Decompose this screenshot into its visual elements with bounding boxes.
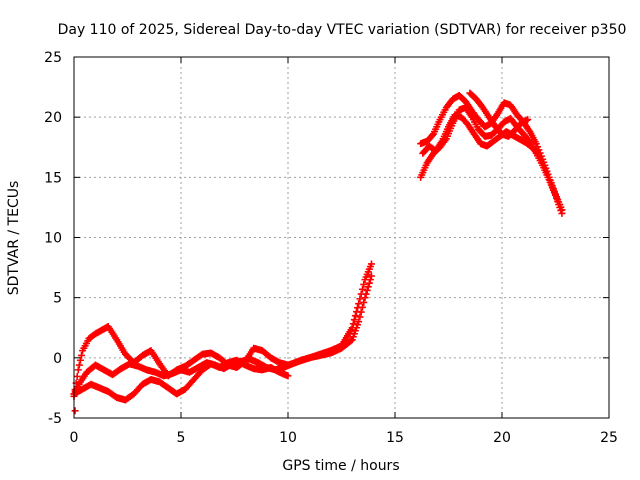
data-series xyxy=(70,89,566,415)
data-point xyxy=(355,318,363,326)
data-point xyxy=(367,260,375,268)
data-point xyxy=(356,313,364,321)
data-point xyxy=(355,300,363,308)
y-tick-label: -5 xyxy=(48,411,62,427)
series-track-a xyxy=(70,260,375,400)
data-point xyxy=(351,312,359,320)
data-point xyxy=(362,290,370,298)
series-track-c xyxy=(70,356,292,404)
x-tick-label: 10 xyxy=(279,430,297,446)
data-point xyxy=(347,337,355,345)
x-tick-label: 15 xyxy=(386,430,404,446)
data-point xyxy=(357,308,365,316)
data-point xyxy=(534,149,542,157)
series-track-g xyxy=(466,89,532,140)
data-point xyxy=(361,294,369,302)
data-point xyxy=(284,372,292,380)
data-point xyxy=(75,361,83,369)
data-point xyxy=(524,116,532,124)
series-track-h xyxy=(71,407,79,415)
data-point xyxy=(533,148,541,156)
data-point xyxy=(71,407,79,415)
grid-lines xyxy=(74,57,609,418)
series-track-d xyxy=(417,92,566,214)
data-point xyxy=(349,320,357,328)
series-track-e xyxy=(417,104,566,217)
data-point xyxy=(350,316,358,324)
series-track-f xyxy=(419,111,542,157)
y-tick-label: 25 xyxy=(44,50,62,66)
data-point xyxy=(364,283,372,291)
y-tick-label: 5 xyxy=(53,291,62,307)
x-tick-label: 0 xyxy=(70,430,79,446)
data-point xyxy=(360,280,368,288)
data-point xyxy=(428,131,436,139)
data-point xyxy=(74,366,82,374)
y-tick-label: 20 xyxy=(44,110,62,126)
data-point xyxy=(76,356,84,364)
x-tick-label: 20 xyxy=(493,430,511,446)
data-point xyxy=(358,285,366,293)
y-axis-label: SDTVAR / TECUs xyxy=(6,181,22,296)
data-point xyxy=(367,272,375,280)
data-point xyxy=(360,298,368,306)
data-point xyxy=(365,279,373,287)
data-point xyxy=(73,372,81,380)
x-tick-label: 25 xyxy=(600,430,618,446)
y-tick-label: 15 xyxy=(44,170,62,186)
y-tick-label: 0 xyxy=(53,351,62,367)
data-point xyxy=(358,303,366,311)
data-point xyxy=(363,286,371,294)
x-tick-label: 5 xyxy=(177,430,186,446)
data-point xyxy=(77,351,85,359)
data-point xyxy=(558,209,566,217)
x-axis-label: GPS time / hours xyxy=(282,458,399,474)
chart-title: Day 110 of 2025, Sidereal Day-to-day VTE… xyxy=(58,22,627,38)
y-tick-label: 10 xyxy=(44,231,62,247)
data-point xyxy=(366,276,374,284)
data-point xyxy=(356,295,364,303)
axis-ticks: 0 5 10 15 20 25 -5 0 5 10 15 20 25 xyxy=(44,50,618,446)
